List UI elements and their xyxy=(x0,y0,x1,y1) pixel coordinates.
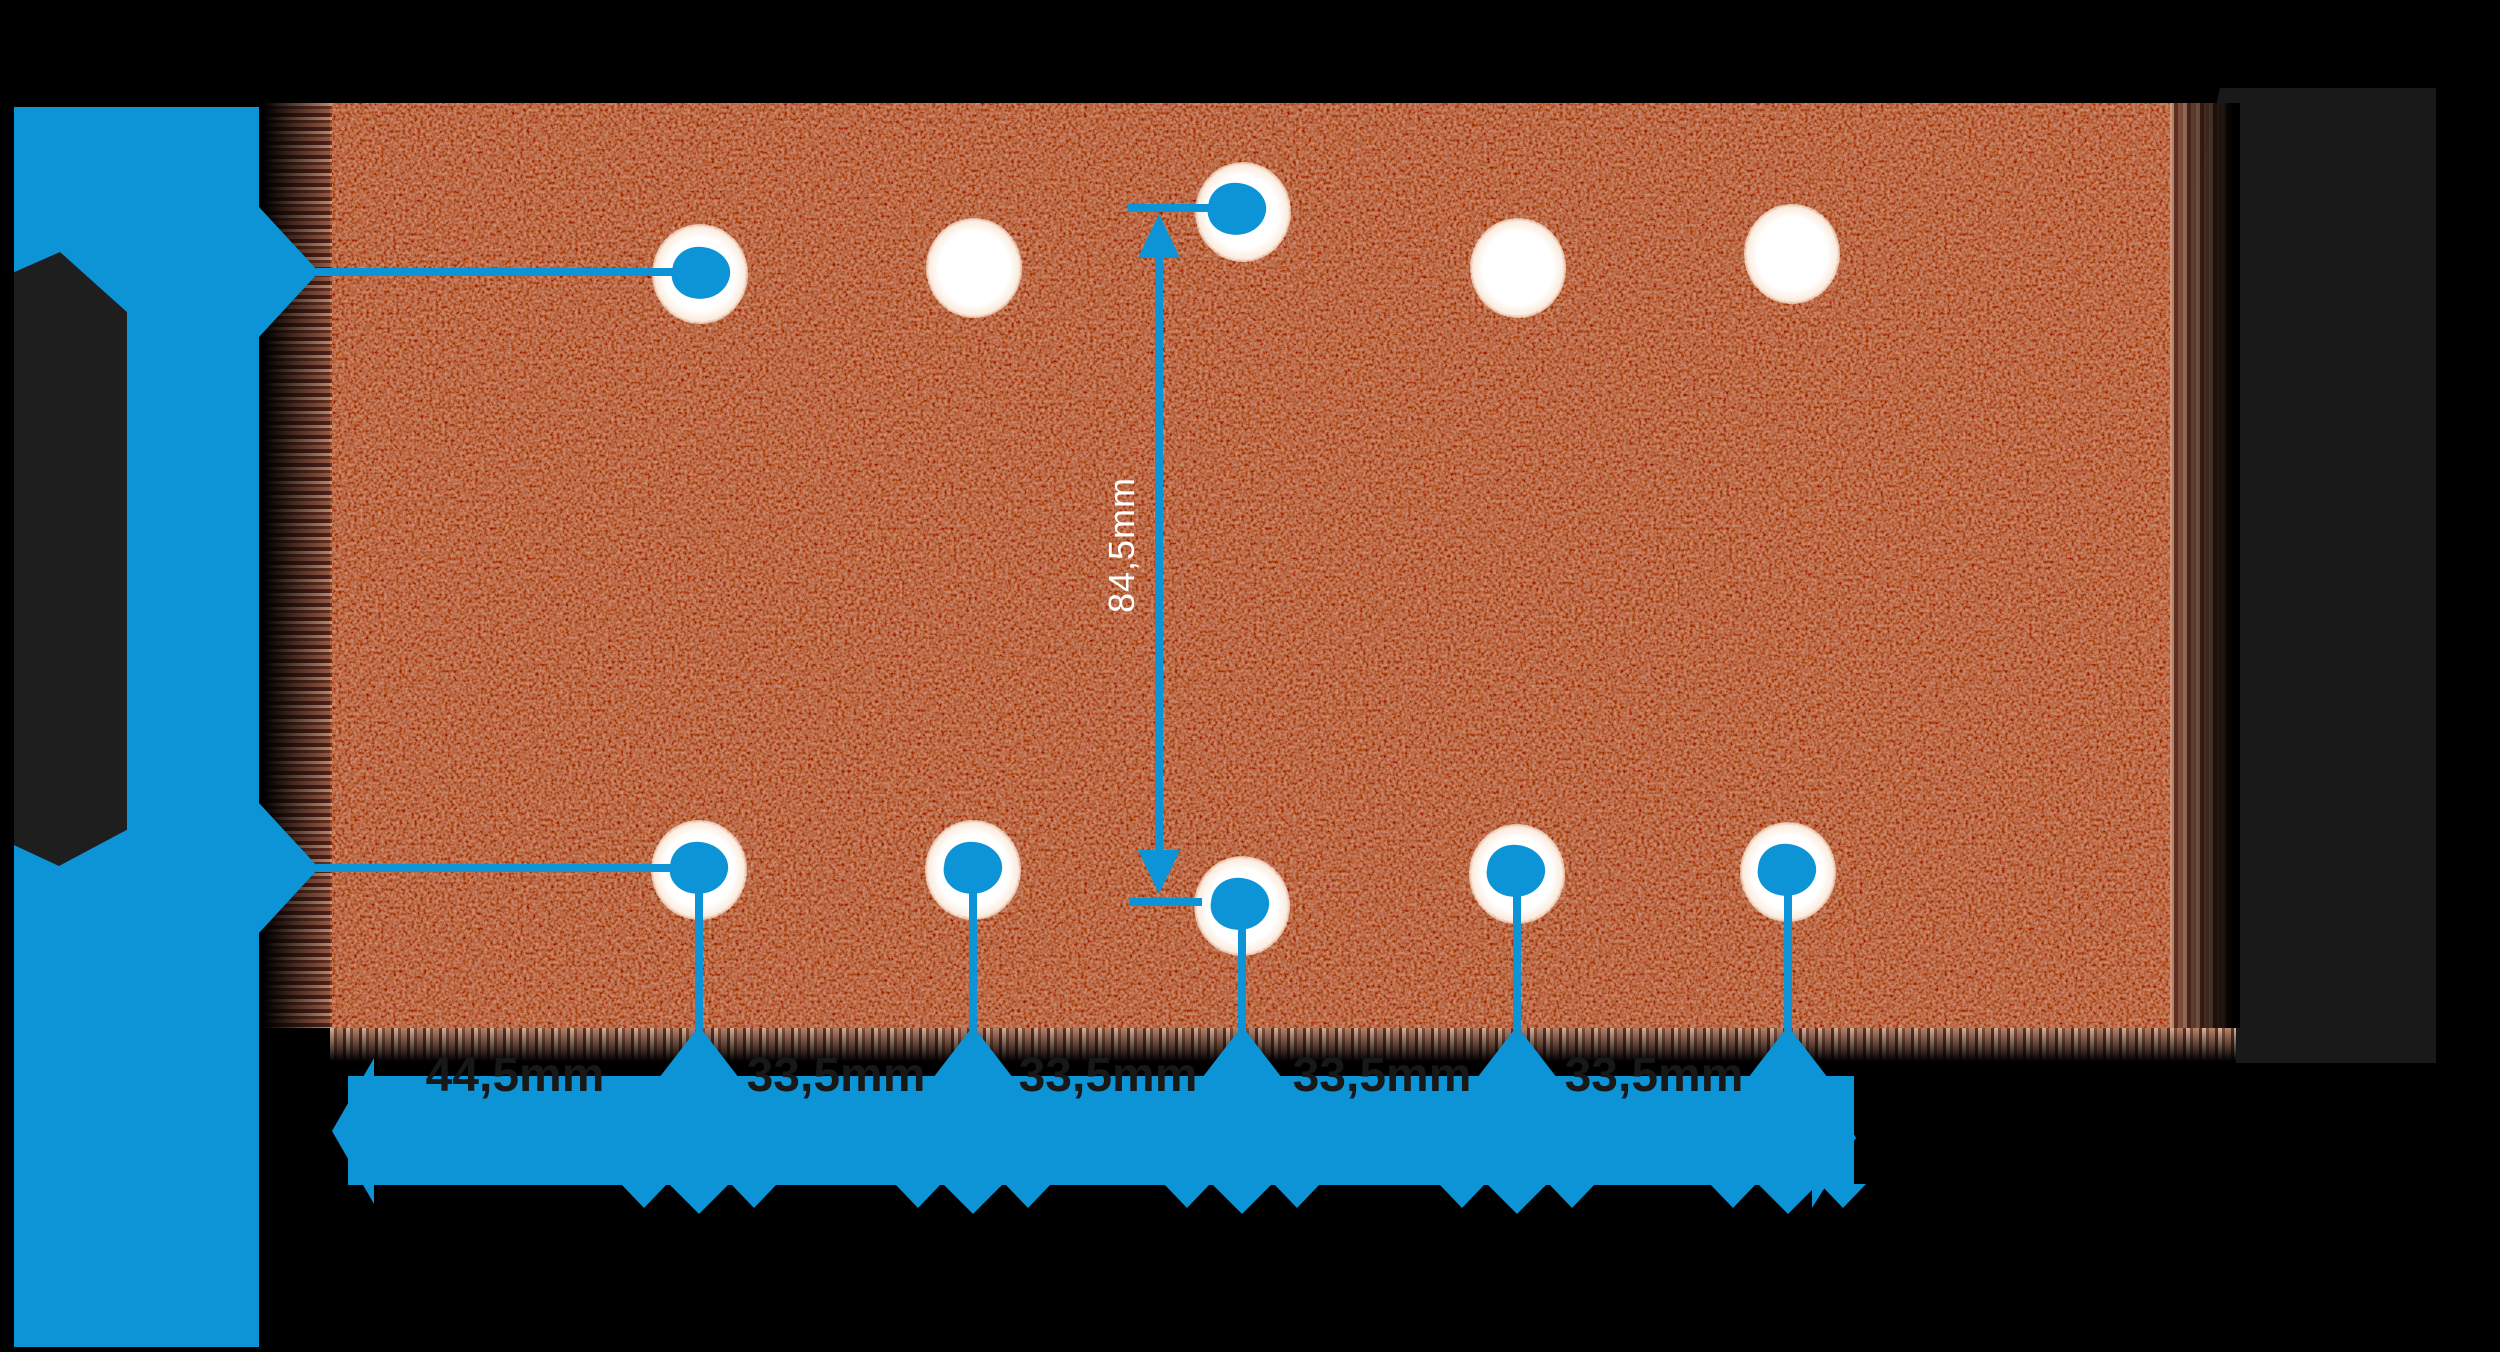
dimension-label-vertical: 84,5mm xyxy=(1101,476,1142,614)
dimension-label-hole-gap: 33,5mm xyxy=(746,1049,926,1102)
top-hole-5 xyxy=(1744,204,1840,304)
band-tick-point xyxy=(669,1184,729,1214)
dimension-label-edge-gap: 44,5mm xyxy=(425,1049,605,1102)
tick-drop-line xyxy=(1784,872,1792,1030)
dim-tick-bottom xyxy=(1130,898,1202,906)
paper-edge-fade-bottom xyxy=(330,1028,2236,1064)
tick-drop-line xyxy=(1238,905,1246,1030)
callout-line-bottom xyxy=(316,864,706,872)
paper-edge-fade-right xyxy=(2170,103,2240,1028)
band-notch xyxy=(1164,1184,1210,1208)
band-notch xyxy=(1820,1184,1866,1208)
black-ribbon xyxy=(14,252,127,866)
band-tick-point xyxy=(1487,1184,1547,1214)
band-notch xyxy=(731,1184,777,1208)
band-notch xyxy=(1439,1184,1485,1208)
dimension-line-vertical xyxy=(1155,252,1163,854)
callout-line-top xyxy=(316,268,706,276)
dimension-band xyxy=(348,1076,1854,1185)
band-notch xyxy=(1274,1184,1320,1208)
tick-drop-line xyxy=(695,870,703,1030)
dimension-label-hole-gap: 33,5mm xyxy=(1292,1049,1472,1102)
dimension-label-hole-gap: 33,5mm xyxy=(1564,1049,1744,1102)
band-tick-point xyxy=(943,1184,1003,1214)
band-notch xyxy=(895,1184,941,1208)
band-notch xyxy=(1549,1184,1595,1208)
top-hole-4 xyxy=(1470,218,1566,318)
dim-tick-top xyxy=(1128,204,1212,212)
band-notch xyxy=(1005,1184,1051,1208)
band-notch xyxy=(621,1184,667,1208)
dimension-label-hole-gap: 33,5mm xyxy=(1018,1049,1198,1102)
tick-drop-line xyxy=(1513,872,1521,1030)
top-hole-2 xyxy=(926,218,1022,318)
tick-drop-line xyxy=(969,870,977,1030)
band-notch xyxy=(1710,1184,1756,1208)
band-tick-point xyxy=(1212,1184,1272,1214)
band-tick-point xyxy=(1758,1184,1818,1214)
